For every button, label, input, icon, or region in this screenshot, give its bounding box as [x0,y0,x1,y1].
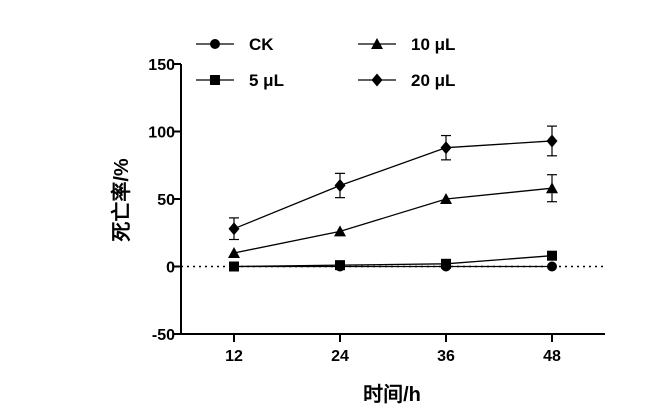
legend-label: CK [249,35,274,54]
data-point [546,182,558,194]
data-point [334,225,346,237]
data-point [547,261,557,272]
data-point [228,222,240,236]
y-axis-title: 死亡率/% [109,158,133,242]
series-3 [228,125,558,241]
legend-item: CK [196,35,274,54]
y-tick-label: 0 [166,260,175,277]
series-line [233,187,553,254]
legend-marker [210,39,220,49]
y-tick-label: 150 [148,57,175,74]
axes: -50 0 50 100 150 12 24 36 48 [148,57,605,365]
legend-item: 20 μL [358,71,455,90]
x-tick-label: 48 [543,348,561,365]
y-tick-label: -50 [152,327,175,344]
series-1 [229,250,557,272]
data-point [228,247,240,258]
data-point [440,193,452,204]
data-point [335,260,345,271]
legend-marker [371,38,383,49]
y-tick-label: 100 [148,125,175,142]
data-point [440,141,452,155]
legend-item: 5 μL [196,71,284,90]
data-point [441,258,451,269]
legend: CK 5 μL 10 μL 20 μL [196,35,455,90]
legend-label: 10 μL [411,35,455,54]
y-tick-label: 50 [157,192,175,209]
data-point [546,134,558,148]
legend-item: 10 μL [358,35,455,54]
legend-marker [371,73,383,87]
x-axis-title: 时间/h [363,383,421,406]
x-tick-label: 24 [331,348,349,365]
legend-label: 20 μL [411,71,455,90]
x-tick-label: 36 [437,348,455,365]
x-tick-label: 12 [225,348,243,365]
series-line [233,255,553,268]
data-point [334,179,346,192]
data-point [547,250,557,261]
legend-label: 5 μL [249,71,284,90]
series-2 [228,174,558,258]
legend-marker [210,75,220,85]
data-point [229,261,239,272]
series-line [233,140,553,230]
series-group [228,125,558,272]
